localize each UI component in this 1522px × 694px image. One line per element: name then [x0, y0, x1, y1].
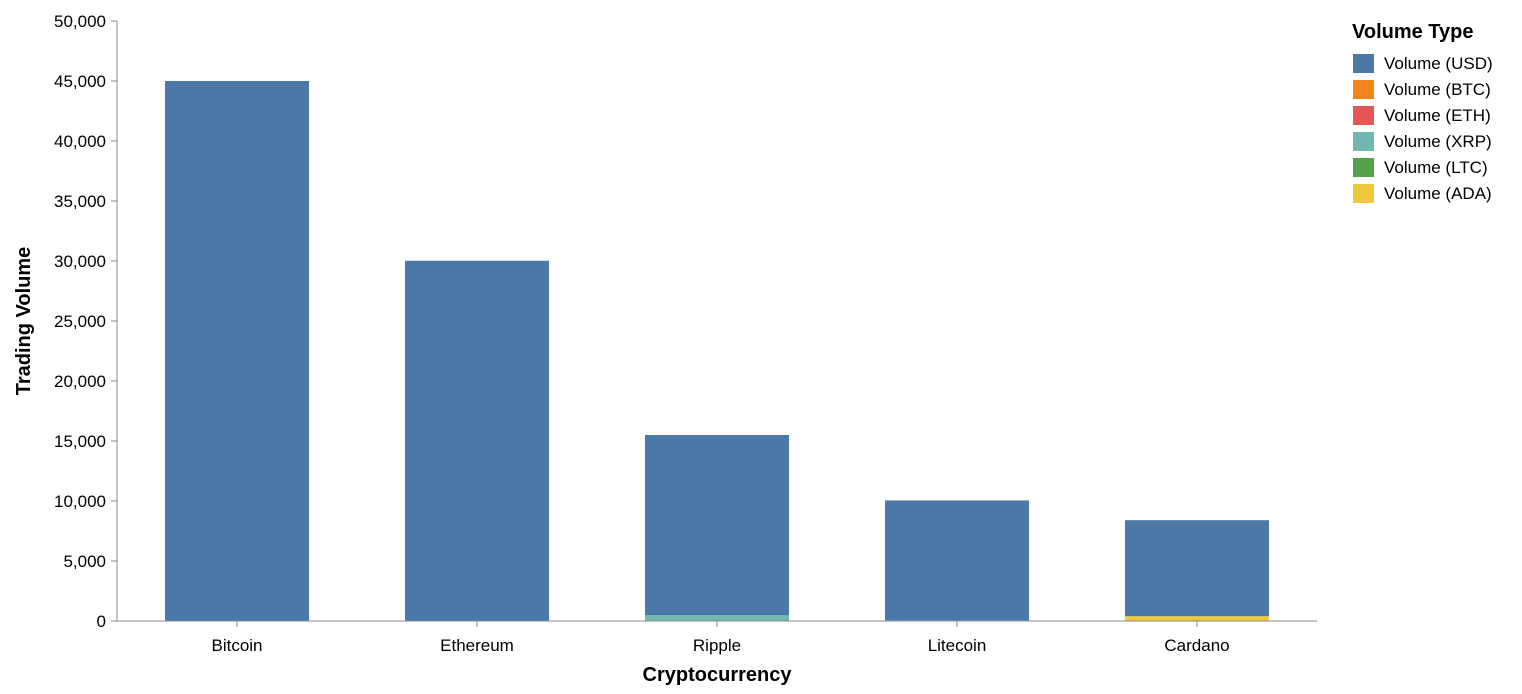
y-tick-label: 5,000 [63, 552, 106, 571]
y-tick-label: 25,000 [54, 312, 106, 331]
x-axis-title: Cryptocurrency [643, 664, 793, 686]
x-tick-label: Cardano [1164, 636, 1229, 655]
bar-ripple-3 [645, 615, 789, 621]
legend-label: Volume (BTC) [1384, 80, 1491, 99]
bars-layer [165, 80, 1269, 622]
legend-swatch [1353, 80, 1374, 99]
legend-swatch [1353, 184, 1374, 203]
y-axis-title: Trading Volume [13, 247, 35, 396]
y-tick-label: 20,000 [54, 372, 106, 391]
legend-swatch [1353, 132, 1374, 151]
legend-title: Volume Type [1352, 21, 1474, 43]
y-tick-label: 45,000 [54, 72, 106, 91]
x-axis: Bitcoin Ethereum Ripple Litecoin Cardano [117, 620, 1317, 655]
legend: Volume Type Volume (USD) Volume (BTC) Volu… [1352, 21, 1493, 203]
bar-litecoin-0 [885, 500, 1029, 621]
y-tick-label: 10,000 [54, 492, 106, 511]
bar-ethereum-0 [405, 260, 549, 621]
legend-label: Volume (ETH) [1384, 106, 1491, 125]
y-tick-label: 30,000 [54, 252, 106, 271]
legend-label: Volume (XRP) [1384, 132, 1492, 151]
bar-ripple-0 [645, 435, 789, 615]
legend-label: Volume (LTC) [1384, 158, 1488, 177]
y-axis: 0 5,000 10,000 15,000 20,000 25,000 30,000 35,0… [54, 12, 118, 631]
bar-cardano-5 [1125, 616, 1269, 621]
legend-label: Volume (ADA) [1384, 184, 1492, 203]
y-tick-label: 50,000 [54, 12, 106, 31]
legend-swatch [1353, 106, 1374, 125]
y-tick-label: 35,000 [54, 192, 106, 211]
legend-label: Volume (USD) [1384, 54, 1493, 73]
y-tick-label: 15,000 [54, 432, 106, 451]
bar-bitcoin-0 [165, 80, 309, 621]
y-tick-label: 40,000 [54, 132, 106, 151]
x-tick-label: Litecoin [928, 636, 987, 655]
x-tick-label: Ethereum [440, 636, 514, 655]
x-tick-label: Ripple [693, 636, 741, 655]
x-tick-label: Bitcoin [211, 636, 262, 655]
legend-swatch [1353, 54, 1374, 73]
bar-cardano-0 [1125, 520, 1269, 617]
legend-swatch [1353, 158, 1374, 177]
y-tick-label: 0 [97, 612, 106, 631]
